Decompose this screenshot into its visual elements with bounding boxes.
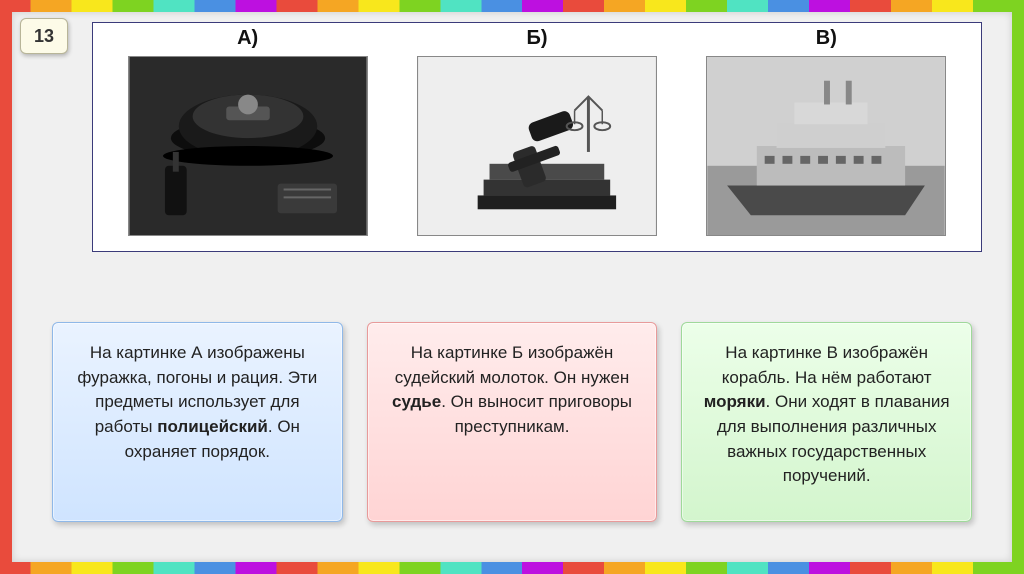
slide-number-badge: 13 [20,18,68,54]
ship-icon [707,57,945,235]
slide-number-text: 13 [34,26,54,47]
card-c-bold: моряки [704,392,766,411]
image-cell-c: В) [696,27,956,236]
card-b-text-post: . Он выносит приговоры преступникам. [441,392,632,436]
card-a: На картинке А изображены фуражка, погоны… [52,322,343,522]
slide-content: 13 А) [12,12,1012,562]
ship-image [706,56,946,236]
card-b-bold: судье [392,392,441,411]
card-a-bold: полицейский [157,417,268,436]
card-b: На картинке Б изображён судейский молото… [367,322,658,522]
image-row-panel: А) [92,22,982,252]
slide-frame: 13 А) [0,0,1024,574]
image-label-a: А) [237,27,258,50]
gavel-icon [418,57,656,235]
card-b-text-pre: На картинке Б изображён судейский молото… [395,343,629,387]
judge-items-image [417,56,657,236]
image-cell-b: Б) [407,27,667,236]
image-label-b: Б) [526,27,547,50]
police-items-image [128,56,368,236]
police-cap-icon [129,57,367,235]
image-label-c: В) [816,27,837,50]
image-cell-a: А) [117,27,377,236]
card-c: На картинке В изображён корабль. На нём … [681,322,972,522]
card-c-text-pre: На картинке В изображён корабль. На нём … [722,343,932,387]
card-row: На картинке А изображены фуражка, погоны… [52,322,972,522]
